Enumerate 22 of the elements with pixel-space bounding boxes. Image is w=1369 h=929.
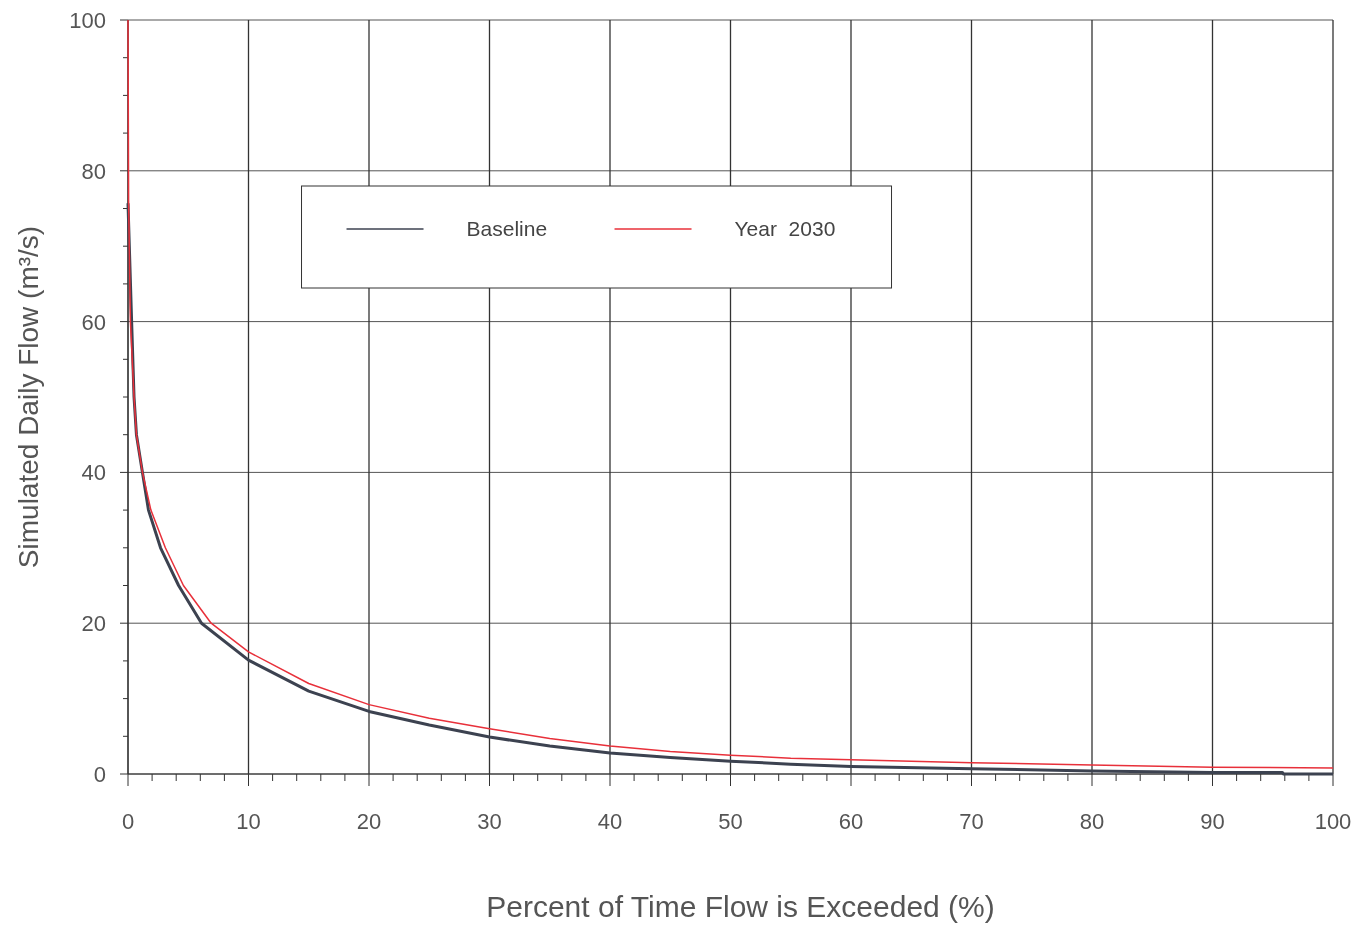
y-axis-title: Simulated Daily Flow (m³/s) [13,225,44,569]
x-tick-label: 80 [1079,809,1105,834]
legend-label: Baseline [466,217,548,240]
y-tick-label: 20 [81,611,106,637]
x-tick-label: 100 [1314,809,1352,834]
x-tick-label: 50 [718,809,743,834]
line-series [127,19,1334,769]
x-axis-title: Percent of Time Flow is Exceeded (%) [486,890,995,923]
y-tick-label: 100 [69,8,106,33]
legend-label: Year 2030 [734,217,836,240]
y-tick-label: 0 [93,762,106,787]
x-tick-label: 70 [959,809,984,834]
x-tick-label: 60 [838,809,864,834]
x-tick-label: 90 [1200,809,1225,834]
y-tick-label: 80 [81,158,106,184]
x-tick-label: 40 [597,809,623,834]
x-tick-label: 0 [121,809,135,834]
x-tick-label: 30 [477,809,502,834]
x-tick-label: 10 [236,809,261,834]
y-tick-label: 60 [81,309,106,335]
x-tick-label: 20 [356,809,382,834]
y-tick-label: 40 [81,460,106,486]
